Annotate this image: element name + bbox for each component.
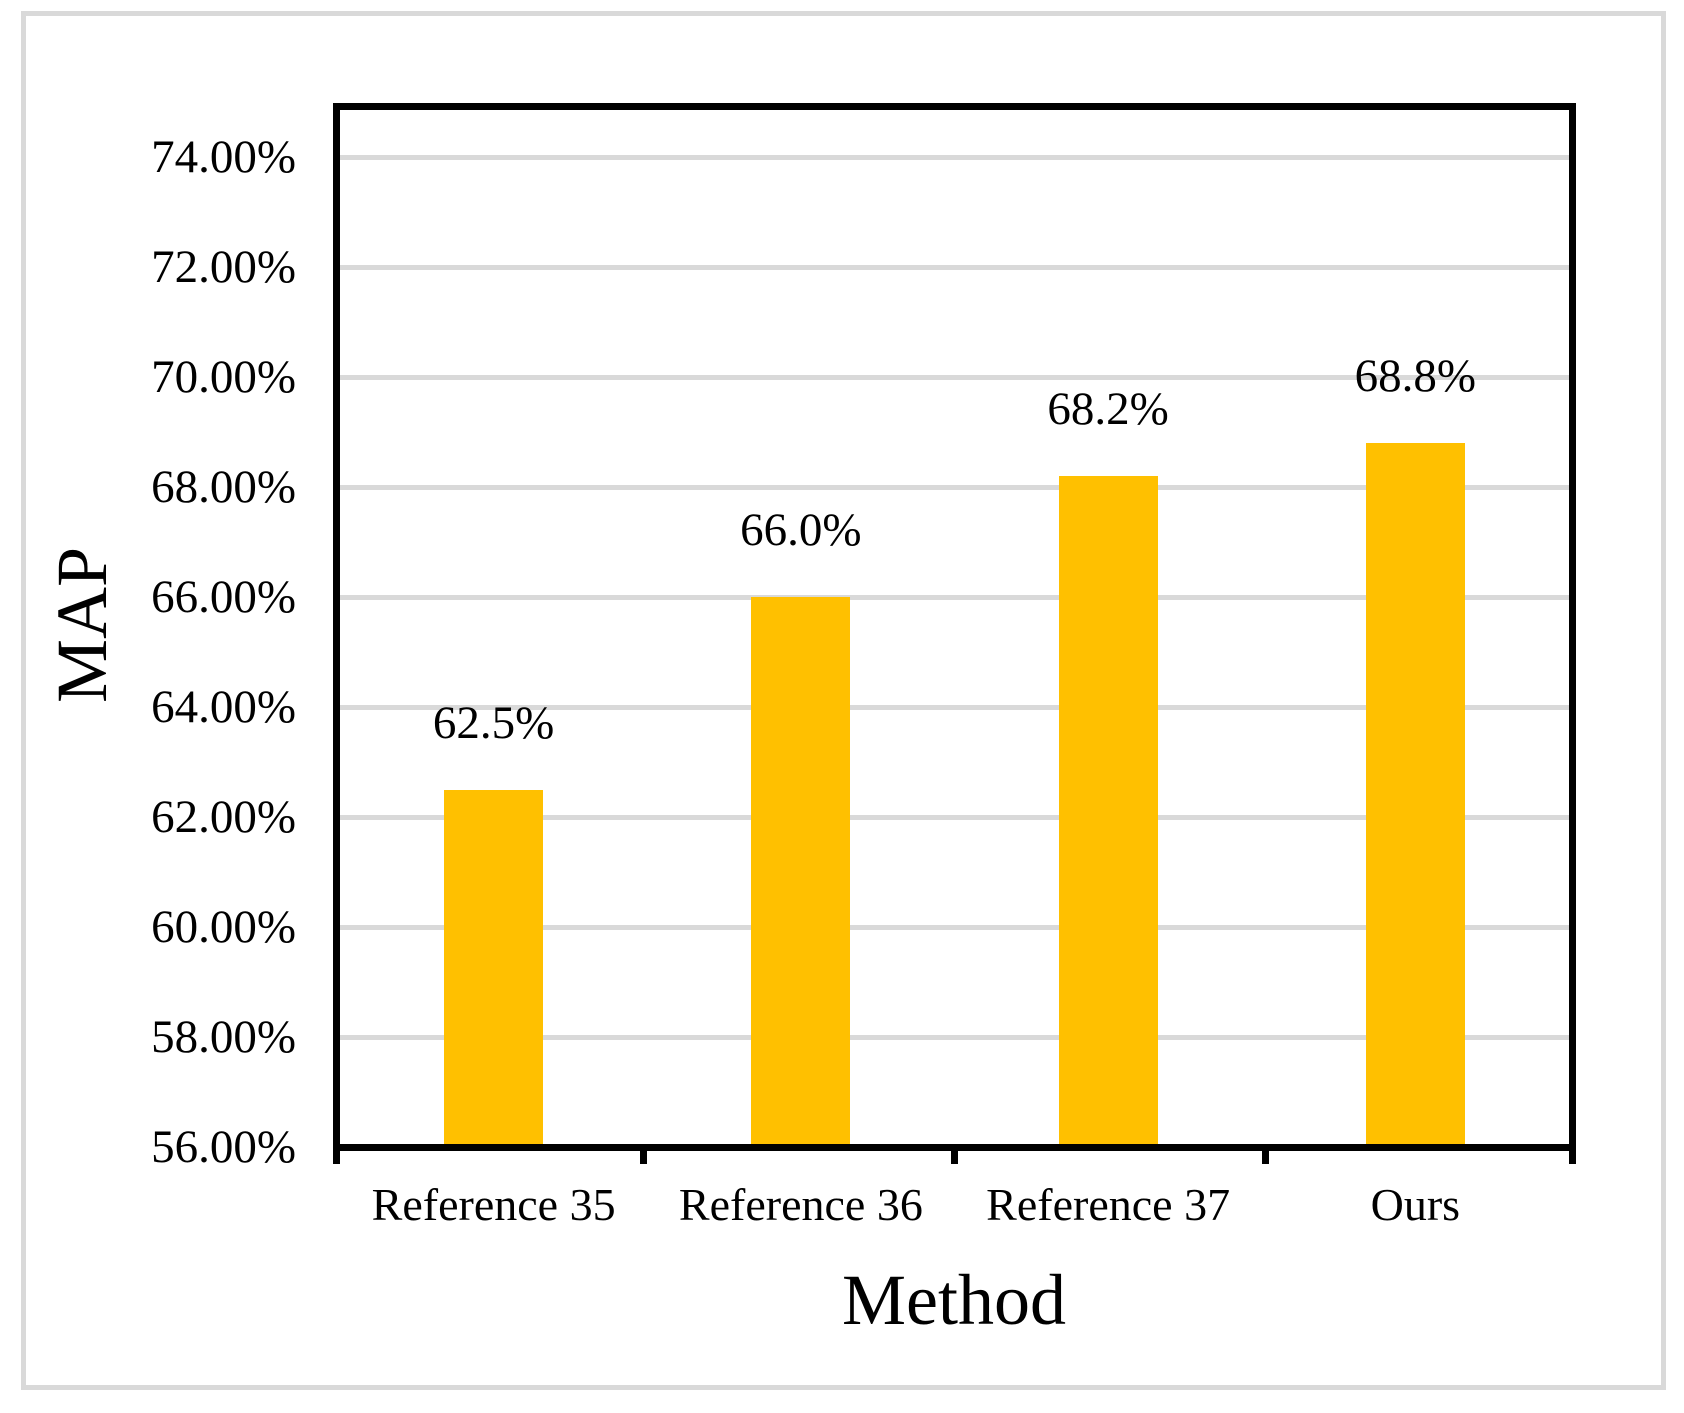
x-tick-mark [1569,1151,1576,1164]
y-tick-label: 58.00% [151,1011,296,1063]
data-label: 68.2% [1047,383,1169,435]
data-label: 66.0% [740,504,862,556]
gridline [340,265,1569,270]
gridline [340,485,1569,490]
gridline [340,815,1569,820]
x-tick-mark [333,1151,340,1164]
y-tick-label: 56.00% [151,1121,296,1173]
y-tick-label: 66.00% [151,571,296,623]
category-label: Reference 35 [371,1179,616,1230]
data-label: 62.5% [432,696,555,749]
category-label: Ours [1370,1179,1461,1230]
y-tick-label: 64.00% [151,681,296,733]
y-tick-label: 60.00% [151,901,296,953]
category-label: Reference 37 [986,1179,1231,1230]
gridline [340,705,1569,710]
y-tick-label: 74.00% [151,131,296,183]
y-tick-label: 72.00% [151,241,296,293]
gridline [340,595,1569,600]
gridline [340,925,1569,930]
x-tick-mark [1261,1151,1269,1164]
gridline [340,375,1569,380]
y-tick-label: 68.00% [151,461,296,513]
data-label: 68.8% [1354,350,1477,402]
y-axis-title: MAP [42,546,122,704]
bar-reference-37 [1058,476,1158,1144]
x-axis-title: Method [842,1260,1066,1340]
bar-ours [1365,443,1465,1144]
category-label: Reference 36 [678,1179,923,1230]
y-tick-label: 62.00% [151,791,296,843]
bar-reference-36 [751,597,851,1144]
plot-area [333,103,1576,1151]
bar-reference-35 [444,789,544,1144]
x-tick-mark [951,1151,958,1164]
gridline [340,155,1569,160]
x-tick-mark [640,1151,648,1164]
y-tick-label: 70.00% [151,351,296,403]
gridline [340,1035,1569,1040]
